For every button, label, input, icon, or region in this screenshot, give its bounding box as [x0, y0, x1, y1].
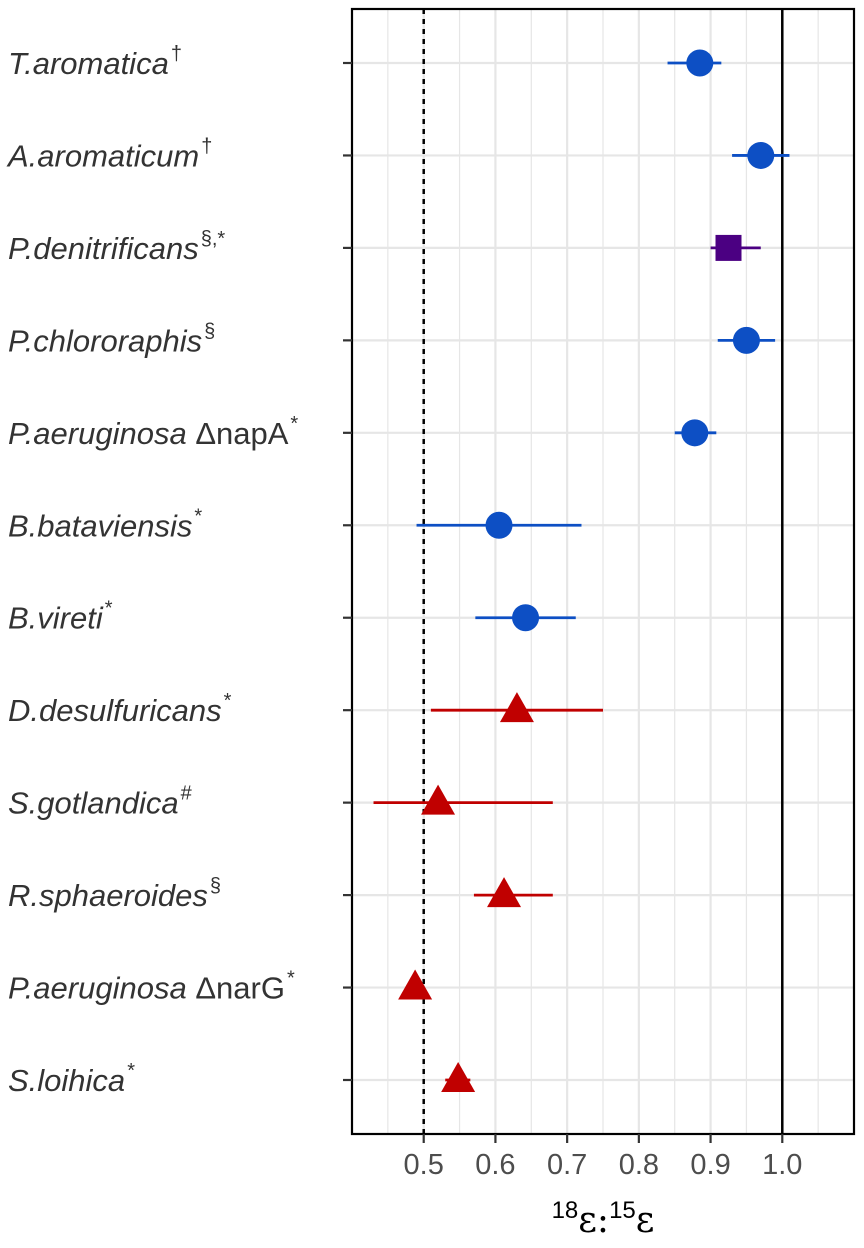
data-points: [398, 49, 775, 1092]
x-tick-label: 1.0: [762, 1149, 802, 1181]
x-tick-label: 0.6: [475, 1149, 515, 1181]
data-point-triangle: [441, 1062, 476, 1092]
error-bars: [373, 61, 790, 1082]
x-axis-ticks: 0.5 0.6 0.7 0.8 0.9 1.0: [404, 1134, 802, 1181]
data-point-circle: [485, 511, 513, 539]
y-tick-label: D.desulfuricans *: [8, 690, 232, 728]
y-tick-label: S.loihica *: [8, 1060, 135, 1098]
data-point-triangle: [499, 692, 534, 723]
y-tick-label: S.gotlandica #: [8, 783, 193, 821]
data-point-triangle: [421, 784, 456, 815]
grid: [352, 9, 854, 1134]
y-tick-label: B.vireti *: [8, 598, 113, 636]
y-tick-label: T.aromatica †: [8, 43, 182, 81]
y-tick-label: P.aeruginosa ΔnapA *: [8, 413, 298, 451]
y-tick-label: R.sphaeroides §: [8, 875, 221, 913]
data-point-triangle: [487, 877, 522, 908]
x-axis-title: 18ε:15ε: [552, 1197, 655, 1241]
data-point-circle: [686, 49, 714, 77]
data-point-circle: [732, 326, 760, 354]
y-tick-label: P.aeruginosa ΔnarG *: [8, 968, 295, 1006]
y-tick-label: P.chlororaphis §: [8, 320, 215, 358]
data-point-circle: [681, 419, 709, 447]
data-point-circle: [512, 604, 540, 632]
data-point-square: [715, 234, 742, 261]
y-tick-label: A.aromaticum †: [6, 135, 212, 173]
x-tick-label: 0.7: [547, 1149, 587, 1181]
plot-panel-border: [350, 7, 856, 1136]
reference-lines: [422, 9, 784, 1134]
x-tick-label: 0.8: [619, 1149, 659, 1181]
data-point-triangle: [398, 969, 433, 1000]
x-tick-label: 0.5: [404, 1149, 444, 1181]
y-axis-ticks: [343, 61, 352, 1082]
y-tick-label: B.bataviensis *: [8, 505, 202, 543]
y-tick-label: P.denitrificans §,*: [8, 228, 225, 266]
data-point-circle: [747, 141, 775, 169]
x-tick-label: 0.9: [690, 1149, 730, 1181]
y-axis-labels: T.aromatica † A.aromaticum † P.denitrificans…: [6, 43, 298, 1098]
